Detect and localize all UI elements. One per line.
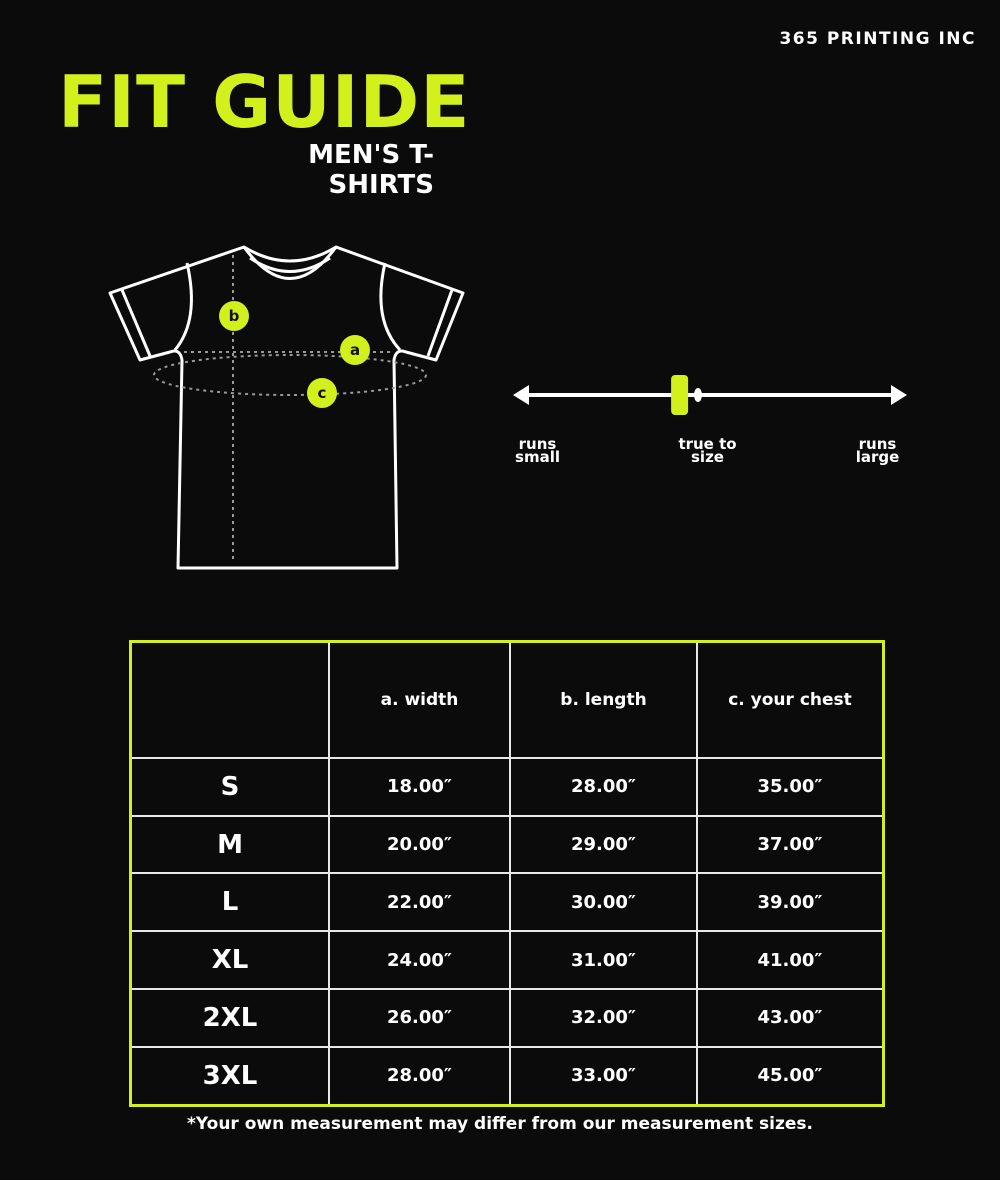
chest-cell: 35.00″ — [696, 756, 885, 817]
runs-large-label: runs large — [855, 435, 900, 466]
length-cell: 29.00″ — [509, 814, 698, 875]
table-row: S 18.00″ 28.00″ 35.00″ — [129, 756, 885, 817]
chest-cell: 45.00″ — [696, 1045, 885, 1107]
chest-cell: 43.00″ — [696, 988, 885, 1048]
width-cell: 26.00″ — [328, 988, 511, 1048]
table-row: 3XL 28.00″ 33.00″ 45.00″ — [129, 1045, 885, 1107]
size-cell: 3XL — [129, 1045, 330, 1107]
chest-cell: 37.00″ — [696, 814, 885, 875]
marker-a-label: a — [350, 341, 360, 359]
table-row: L 22.00″ 30.00″ 39.00″ — [129, 872, 885, 933]
true-to-size-label: true to size — [678, 435, 737, 466]
header-length: b. length — [509, 640, 698, 759]
length-cell: 28.00″ — [509, 756, 698, 817]
size-table: a. width b. length c. your chest S 18.00″… — [129, 640, 885, 1107]
size-cell: 2XL — [129, 988, 330, 1048]
header-width: a. width — [328, 640, 511, 759]
tshirt-diagram: b a c — [108, 245, 465, 570]
marker-b — [219, 301, 249, 331]
length-cell: 32.00″ — [509, 988, 698, 1048]
marker-c-label: c — [318, 384, 327, 402]
table-row: 2XL 26.00″ 32.00″ 43.00″ — [129, 988, 885, 1048]
size-cell: M — [129, 814, 330, 875]
size-cell: L — [129, 872, 330, 933]
header-chest: c. your chest — [696, 640, 885, 759]
width-cell: 28.00″ — [328, 1045, 511, 1107]
brand-name: 365 PRINTING INC — [779, 29, 976, 49]
length-cell: 31.00″ — [509, 930, 698, 991]
length-cell: 30.00″ — [509, 872, 698, 933]
width-cell: 18.00″ — [328, 756, 511, 817]
center-tick — [694, 388, 702, 402]
arrow-right-icon — [891, 385, 907, 405]
header-size — [129, 640, 330, 759]
marker-c — [307, 378, 337, 408]
table-row: M 20.00″ 29.00″ 37.00″ — [129, 814, 885, 875]
marker-a — [340, 335, 370, 365]
marker-b-label: b — [229, 307, 240, 325]
length-cell: 33.00″ — [509, 1045, 698, 1107]
chest-cell: 39.00″ — [696, 872, 885, 933]
arrow-left-icon — [513, 385, 529, 405]
chest-cell: 41.00″ — [696, 930, 885, 991]
width-cell: 24.00″ — [328, 930, 511, 991]
size-cell: S — [129, 756, 330, 817]
table-header-row: a. width b. length c. your chest — [129, 640, 885, 759]
page-title: FIT GUIDE — [58, 60, 471, 144]
size-cell: XL — [129, 930, 330, 991]
fit-marker — [671, 375, 689, 415]
runs-small-label: runs small — [515, 435, 560, 466]
width-cell: 22.00″ — [328, 872, 511, 933]
page-subtitle: MEN'S T-SHIRTS — [308, 140, 434, 200]
table-row: XL 24.00″ 31.00″ 41.00″ — [129, 930, 885, 991]
footnote: *Your own measurement may differ from ou… — [187, 1114, 813, 1134]
width-cell: 20.00″ — [328, 814, 511, 875]
fit-scale — [513, 375, 907, 415]
